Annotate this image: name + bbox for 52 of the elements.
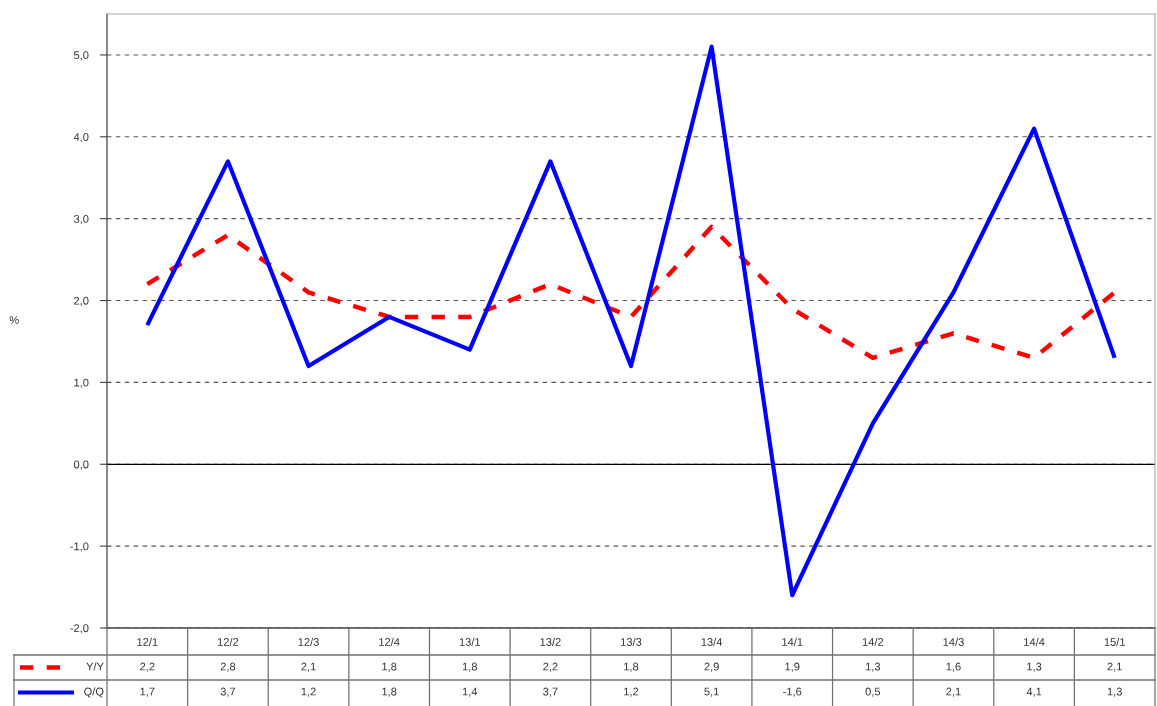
x-tick-label: 13/1 bbox=[459, 637, 481, 646]
data-label: -1,6 bbox=[783, 687, 802, 697]
data-label: 2,2 bbox=[543, 662, 558, 672]
data-label: 1,6 bbox=[946, 662, 961, 672]
legend-label: Q/Q bbox=[84, 687, 104, 698]
legend-label: Y/Y bbox=[86, 662, 104, 671]
data-label: 1,3 bbox=[1027, 662, 1042, 672]
data-label: 2,8 bbox=[220, 662, 236, 672]
data-label: 1,8 bbox=[624, 662, 639, 672]
data-label: 4,1 bbox=[1026, 687, 1042, 697]
data-label: 1,4 bbox=[462, 687, 478, 697]
y-tick-label: 2,0 bbox=[74, 296, 89, 306]
x-tick-label: 13/4 bbox=[701, 637, 723, 646]
data-label: 1,9 bbox=[785, 662, 800, 672]
data-label: 5,1 bbox=[704, 687, 719, 697]
x-tick-label: 12/1 bbox=[137, 637, 158, 646]
data-label: 1,8 bbox=[382, 662, 397, 672]
data-label: 1,3 bbox=[865, 662, 881, 672]
x-tick-label: 12/2 bbox=[217, 637, 239, 646]
data-label: 2,1 bbox=[1107, 662, 1122, 672]
data-label: 1,8 bbox=[462, 662, 478, 672]
x-tick-label: 13/3 bbox=[621, 637, 642, 646]
y-tick-label: 3,0 bbox=[73, 214, 89, 225]
y-tick-label: -1,0 bbox=[70, 542, 89, 552]
data-label: 1,2 bbox=[624, 687, 639, 697]
data-label: 2,9 bbox=[704, 662, 719, 672]
x-tick-label: 12/3 bbox=[298, 637, 319, 646]
y-axis-title: % bbox=[9, 316, 19, 324]
line-series bbox=[145, 44, 1117, 598]
data-label: 2,1 bbox=[946, 687, 961, 697]
y-tick-label: 0,0 bbox=[73, 460, 89, 470]
data-label: 2,2 bbox=[140, 662, 155, 672]
x-tick-label: 14/3 bbox=[943, 637, 964, 646]
data-label: 1,8 bbox=[382, 687, 397, 697]
data-label: 2,1 bbox=[301, 662, 316, 672]
data-label: 3,7 bbox=[220, 687, 236, 697]
x-tick-label: 14/2 bbox=[862, 637, 884, 646]
y-tick-label: -2,0 bbox=[70, 624, 89, 634]
data-label: 1,3 bbox=[1107, 687, 1122, 697]
x-tick-label: 15/1 bbox=[1104, 637, 1125, 646]
y-tick-label: 1,0 bbox=[74, 378, 89, 388]
data-label: 1,7 bbox=[140, 687, 155, 697]
x-tick-label: 14/4 bbox=[1024, 637, 1045, 646]
y-tick-label: 4,0 bbox=[73, 133, 89, 143]
x-tick-label: 13/2 bbox=[540, 637, 561, 646]
data-label: 0,5 bbox=[865, 687, 881, 697]
y-tick-label: 5,0 bbox=[73, 51, 89, 61]
data-label: 1,2 bbox=[301, 687, 316, 697]
line-series bbox=[145, 224, 1117, 361]
x-tick-label: 12/4 bbox=[379, 637, 400, 646]
x-tick-label: 14/1 bbox=[782, 637, 803, 646]
data-label: 3,7 bbox=[543, 687, 558, 697]
